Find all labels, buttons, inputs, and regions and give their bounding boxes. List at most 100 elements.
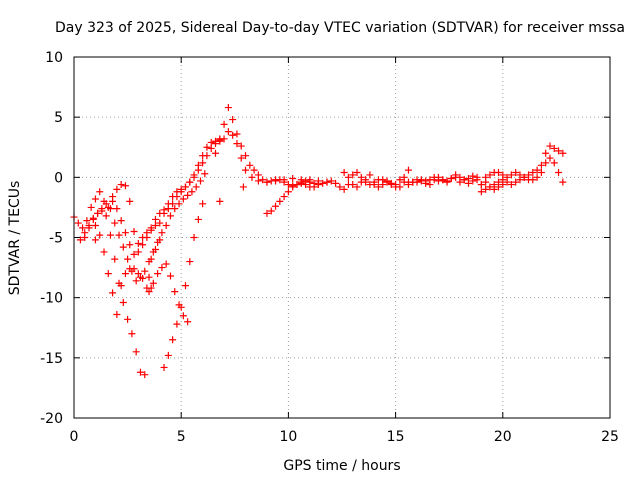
data-point [486, 171, 494, 179]
data-point [151, 221, 159, 229]
data-point [220, 120, 228, 128]
data-point [512, 169, 520, 177]
data-point [323, 178, 331, 186]
data-point [203, 143, 211, 151]
data-point [141, 267, 149, 275]
data-point [452, 171, 460, 179]
series-arc-d [91, 200, 207, 371]
data-point [473, 173, 481, 181]
data-point [383, 178, 391, 186]
data-point [469, 172, 477, 180]
data-point [100, 248, 108, 256]
data-point [499, 171, 507, 179]
data-point [555, 147, 563, 155]
data-point [263, 178, 271, 186]
data-point [443, 178, 451, 186]
series-arc-h [336, 169, 485, 193]
plot-frame [73, 56, 611, 419]
x-tick-label: 5 [177, 429, 186, 445]
series-arc-g [263, 177, 335, 217]
data-point [139, 241, 147, 249]
data-point [507, 171, 515, 179]
data-point [254, 171, 262, 179]
data-point [379, 181, 387, 189]
data-point [158, 229, 166, 237]
series-arc-j [477, 142, 567, 196]
data-point [76, 236, 84, 244]
data-point [181, 282, 189, 290]
data-point [297, 178, 305, 186]
data-point [186, 258, 194, 266]
data-point [207, 144, 215, 152]
data-point [426, 176, 434, 184]
series-isolated [91, 166, 412, 292]
data-point [344, 173, 352, 181]
x-tick-label: 0 [70, 429, 79, 445]
data-point [546, 142, 554, 150]
grid-lines [74, 57, 610, 418]
data-point [349, 181, 357, 189]
data-point [136, 368, 144, 376]
data-point [117, 217, 125, 225]
data-point [128, 330, 136, 338]
data-point [237, 142, 245, 150]
data-point [171, 205, 179, 213]
data-point [91, 195, 99, 203]
data-point [186, 178, 194, 186]
data-point [190, 171, 198, 179]
data-point [284, 181, 292, 189]
data-point [109, 289, 117, 297]
data-point [96, 188, 104, 196]
data-point [160, 209, 168, 217]
data-point [181, 183, 189, 191]
data-point [94, 209, 102, 217]
data-point [404, 166, 412, 174]
data-point [201, 170, 209, 178]
data-point [74, 219, 82, 227]
data-point [169, 336, 177, 344]
data-point [102, 200, 110, 208]
data-point [134, 270, 142, 278]
data-point [349, 171, 357, 179]
data-point [113, 185, 121, 193]
data-point [192, 183, 200, 191]
data-point [289, 183, 297, 191]
data-point [267, 177, 275, 185]
axis-ticks: 0 5 10 15 20 25 -20 -15 -10 -5 0 5 10 [40, 50, 619, 445]
data-point [537, 169, 545, 177]
data-point [229, 131, 237, 139]
data-point [272, 202, 280, 210]
data-point [216, 197, 224, 205]
data-point [166, 212, 174, 220]
data-point [113, 311, 121, 319]
data-point [111, 255, 119, 263]
data-point [229, 116, 237, 124]
data-point [151, 246, 159, 254]
data-point [482, 185, 490, 193]
data-point [117, 282, 125, 290]
x-tick-label: 20 [494, 429, 512, 445]
data-point [179, 312, 187, 320]
data-point [559, 178, 567, 186]
data-point [239, 183, 247, 191]
data-point [413, 176, 421, 184]
data-point [439, 176, 447, 184]
data-point [555, 169, 563, 177]
data-point [121, 229, 129, 237]
data-points [70, 104, 567, 379]
data-point [132, 277, 140, 285]
y-tick-label: 10 [45, 50, 63, 66]
data-point [145, 288, 153, 296]
series-arc-k [482, 154, 567, 186]
data-point [164, 351, 172, 359]
data-point [529, 169, 537, 177]
x-tick-label: 25 [601, 429, 619, 445]
data-point [87, 203, 95, 211]
data-point [177, 303, 185, 311]
data-point [141, 371, 149, 379]
data-point [121, 270, 129, 278]
data-point [340, 185, 348, 193]
data-point [147, 284, 155, 292]
data-point [91, 221, 99, 229]
